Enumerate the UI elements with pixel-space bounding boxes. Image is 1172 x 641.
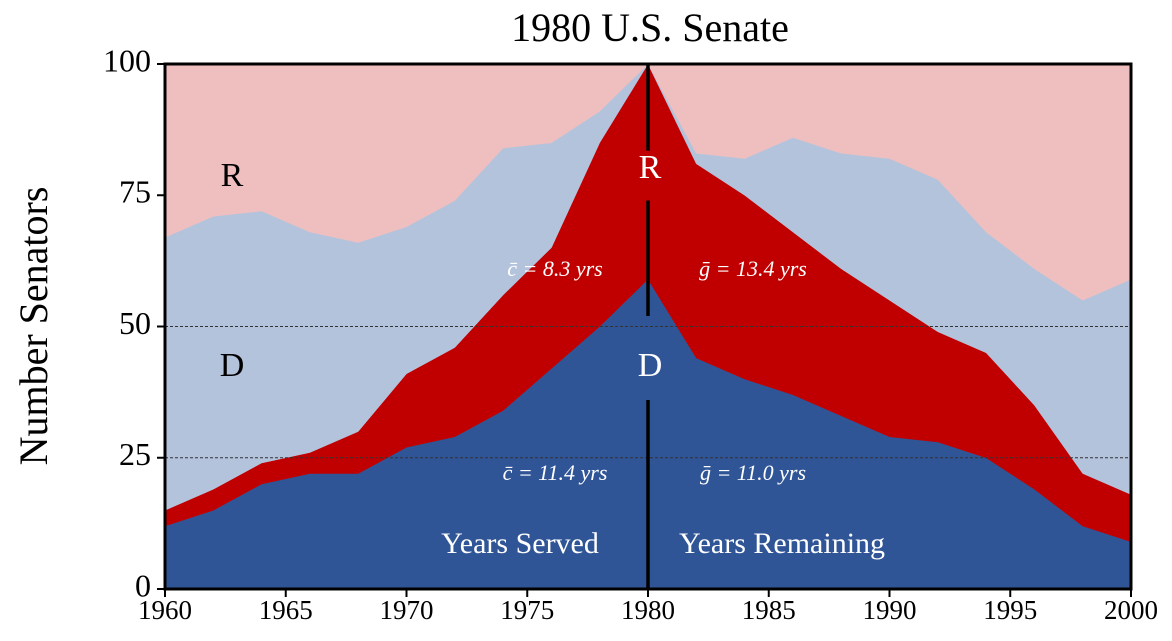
chart-title: 1980 U.S. Senate bbox=[511, 5, 789, 50]
x-tick-label: 1970 bbox=[380, 595, 434, 625]
annotation: D bbox=[220, 347, 245, 384]
y-tick-label: 75 bbox=[119, 174, 151, 210]
x-tick-label: 1990 bbox=[863, 595, 917, 625]
annotation: c̄ = 8.3 yrs bbox=[507, 256, 603, 281]
annotation: c̄ = 11.4 yrs bbox=[503, 460, 608, 485]
x-tick-label: 2000 bbox=[1104, 595, 1158, 625]
y-axis-label: Number Senators bbox=[11, 187, 56, 466]
annotation: Years Served bbox=[441, 527, 599, 560]
x-tick-label: 1975 bbox=[500, 595, 554, 625]
x-tick-label: 1980 bbox=[621, 595, 675, 625]
annotation: ḡ = 11.0 yrs bbox=[700, 460, 806, 485]
x-tick-label: 1995 bbox=[983, 595, 1037, 625]
annotation: ḡ = 13.4 yrs bbox=[699, 256, 807, 281]
x-tick-label: 1965 bbox=[259, 595, 313, 625]
y-tick-label: 100 bbox=[103, 42, 151, 78]
annotation: Years Remaining bbox=[679, 527, 885, 560]
x-tick-label: 1985 bbox=[742, 595, 796, 625]
annotation: R bbox=[639, 149, 662, 186]
y-tick-label: 50 bbox=[119, 305, 151, 341]
annotation: D bbox=[638, 347, 663, 384]
x-tick-label: 1960 bbox=[138, 595, 192, 625]
y-tick-label: 25 bbox=[119, 436, 151, 472]
y-tick-label: 0 bbox=[135, 567, 151, 603]
annotation: R bbox=[221, 157, 244, 194]
